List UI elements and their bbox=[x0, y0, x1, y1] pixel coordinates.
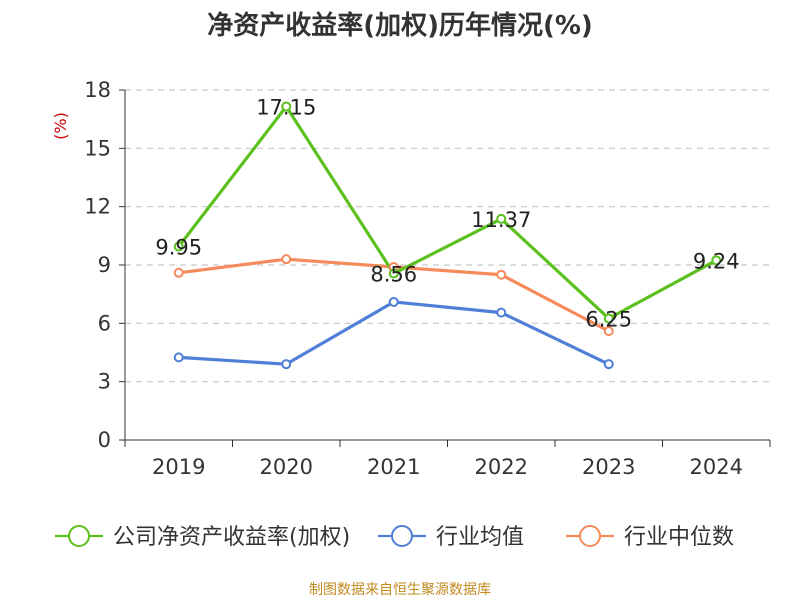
data-point bbox=[281, 254, 292, 265]
data-point bbox=[173, 352, 184, 363]
data-point bbox=[388, 296, 399, 307]
x-tick-label: 2021 bbox=[367, 455, 420, 479]
y-tick-label: 9 bbox=[98, 253, 111, 277]
data-label: 17.15 bbox=[256, 96, 316, 120]
data-point bbox=[496, 307, 507, 318]
data-point bbox=[281, 101, 292, 112]
data-label: 6.25 bbox=[585, 307, 632, 331]
data-labels: 9.95 17.15 8.56 11.37 6.25 9.24 bbox=[155, 96, 739, 332]
data-point bbox=[388, 268, 399, 279]
y-tick-label: 6 bbox=[98, 311, 111, 335]
data-label: 8.56 bbox=[370, 263, 417, 287]
data-label: 9.24 bbox=[693, 249, 740, 273]
series-line-1 bbox=[177, 300, 611, 366]
legend-label: 行业中位数 bbox=[624, 525, 734, 550]
x-tick-label: 2020 bbox=[260, 455, 313, 479]
series-line-0 bbox=[177, 104, 718, 321]
chart-title: 净资产收益率(加权)历年情况(%) bbox=[207, 10, 593, 41]
series-points bbox=[173, 101, 722, 370]
x-tick-label: 2022 bbox=[475, 455, 528, 479]
data-point bbox=[711, 255, 722, 266]
legend-swatch-marker bbox=[68, 525, 90, 547]
data-label: 9.95 bbox=[155, 236, 202, 260]
data-point bbox=[281, 359, 292, 370]
data-point bbox=[603, 313, 614, 324]
y-tick-label: 18 bbox=[84, 78, 111, 102]
y-tick-label: 15 bbox=[84, 136, 111, 160]
x-tick-label: 2023 bbox=[582, 455, 635, 479]
x-tick-label: 2024 bbox=[690, 455, 743, 479]
legend: 公司净资产收益率(加权) 行业均值 行业中位数 bbox=[55, 525, 734, 550]
axes: 0 3 6 9 12 15 18 2019 2020 2021 2022 2023 2024 bbox=[84, 78, 771, 479]
data-point bbox=[496, 269, 507, 280]
data-point bbox=[603, 359, 614, 370]
legend-swatch-marker bbox=[391, 525, 413, 547]
data-label: 11.37 bbox=[471, 208, 531, 232]
legend-label: 公司净资产收益率(加权) bbox=[113, 525, 350, 550]
series-lines bbox=[177, 104, 718, 366]
data-point bbox=[603, 326, 614, 337]
legend-swatch-marker bbox=[579, 525, 601, 547]
data-point bbox=[496, 213, 507, 224]
data-point bbox=[173, 241, 184, 252]
legend-label: 行业均值 bbox=[436, 525, 524, 550]
grid bbox=[125, 89, 770, 383]
y-axis-unit-label: (%) bbox=[51, 112, 70, 140]
y-tick-label: 12 bbox=[84, 195, 111, 219]
y-tick-label: 3 bbox=[98, 370, 111, 394]
x-tick-label: 2019 bbox=[152, 455, 205, 479]
y-tick-label: 0 bbox=[98, 428, 111, 452]
data-point bbox=[173, 267, 184, 278]
source-note: 制图数据来自恒生聚源数据库 bbox=[309, 582, 491, 598]
